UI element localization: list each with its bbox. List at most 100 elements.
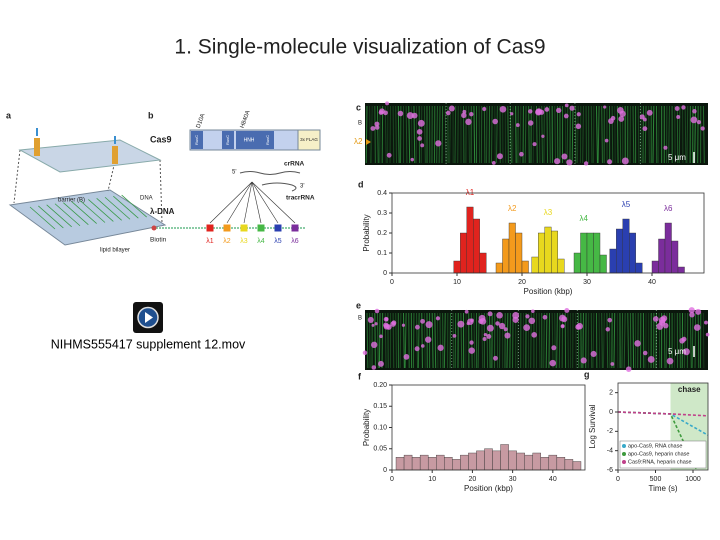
- histogram-bar: [515, 232, 523, 274]
- protein-spot: [652, 316, 659, 322]
- histogram-bar: [436, 454, 445, 471]
- histogram-bar: [403, 454, 413, 471]
- x-tick-label: 500: [650, 476, 662, 483]
- protein-spot: [625, 366, 632, 372]
- panel-label: c: [356, 102, 361, 112]
- rna-label: tracrRNA: [286, 195, 315, 202]
- histogram-bar: [557, 258, 565, 274]
- protein-spot: [666, 357, 674, 365]
- protein-spot: [417, 136, 422, 141]
- protein-spot: [663, 145, 668, 150]
- protein-spot: [527, 120, 534, 126]
- histogram-bar: [551, 230, 558, 274]
- peak-label: λ6: [664, 204, 673, 213]
- histogram-bar: [573, 252, 581, 274]
- dna-streak: [592, 312, 595, 369]
- histogram-bar: [452, 459, 461, 471]
- site-arrow: [251, 181, 279, 224]
- y-axis-label: Probability: [362, 409, 371, 446]
- domain-label: HNH: [244, 137, 255, 143]
- dna-streak: [627, 312, 630, 369]
- protein-spot: [457, 320, 465, 328]
- site-label: λ4: [257, 238, 265, 245]
- protein-spot: [531, 309, 535, 313]
- dna-streak: [495, 105, 498, 164]
- histogram-bar: [484, 448, 493, 471]
- dna-streak: [366, 312, 369, 369]
- dna-streak: [623, 312, 626, 369]
- protein-spot: [656, 322, 664, 330]
- barrier-label: B: [358, 316, 362, 322]
- y-tick-label: 0: [609, 409, 613, 416]
- site-marker: λ2: [354, 137, 363, 146]
- dna-streak: [657, 105, 660, 164]
- dna-streak: [558, 312, 561, 369]
- protein-spot: [371, 365, 377, 370]
- protein-spot: [386, 152, 392, 158]
- dna-streak: [637, 105, 640, 164]
- protein-spot: [483, 332, 488, 337]
- sites: λ1 λ2 λ3 λ4 λ5 λ6: [206, 181, 299, 245]
- protein-spot: [469, 112, 474, 117]
- site: [274, 224, 282, 232]
- dna-streak: [567, 312, 569, 369]
- protein-spot: [569, 105, 575, 111]
- histogram-bar: [411, 457, 421, 471]
- label: barrier (B): [58, 198, 85, 204]
- dna-streak: [694, 105, 697, 164]
- marker-arrow: [366, 139, 371, 145]
- protein-spot: [492, 118, 498, 125]
- protein-spot: [487, 311, 493, 317]
- movie-file[interactable]: NIHMS555417 supplement 12.mov: [51, 337, 246, 351]
- panel-label: a: [6, 110, 12, 120]
- protein-spot: [690, 116, 698, 124]
- histogram-bar: [466, 206, 474, 274]
- histogram-bar: [556, 457, 566, 471]
- dna-curtain: [71, 201, 97, 224]
- histogram-bar: [524, 454, 533, 471]
- protein-spot: [479, 318, 487, 325]
- dna-streak: [582, 105, 584, 164]
- protein-spot: [374, 322, 378, 326]
- dna-curtain: [88, 199, 114, 222]
- histogram-bar: [532, 452, 541, 471]
- domain-label: 3x FLAG: [300, 137, 318, 142]
- protein-spot: [544, 107, 550, 112]
- protein-spot: [519, 151, 524, 157]
- histogram-bar: [460, 232, 467, 274]
- protein-spot: [491, 161, 496, 165]
- protein-spot: [700, 126, 705, 131]
- domain: [191, 131, 203, 149]
- protein-spot: [420, 344, 425, 348]
- protein-spot: [510, 112, 514, 116]
- protein-spot: [370, 341, 378, 349]
- dna-streak: [416, 312, 419, 369]
- dna-streak: [376, 312, 379, 369]
- protein-spot: [496, 153, 503, 160]
- protein-spot: [462, 109, 467, 114]
- dna-streak: [549, 105, 551, 164]
- plot-frame: [617, 382, 709, 471]
- dna-streak: [468, 105, 470, 164]
- dna-streak: [449, 105, 451, 164]
- dna-streak: [473, 312, 476, 369]
- dna-streak: [577, 312, 580, 369]
- scale-bar-label: 5 μm: [668, 347, 686, 356]
- dna-streak: [489, 312, 491, 369]
- histogram-bar: [548, 454, 558, 471]
- histogram-bar: [479, 252, 487, 274]
- dna-streak: [556, 105, 559, 164]
- protein-spot: [576, 112, 581, 117]
- dna-curtain: [63, 202, 89, 225]
- histogram-bar: [395, 457, 405, 471]
- dna-streak: [392, 105, 395, 164]
- protein-spot: [541, 134, 545, 138]
- dna-streak: [443, 312, 446, 369]
- dna-streak: [524, 105, 527, 164]
- protein-spot: [403, 354, 410, 360]
- x-tick-label: 1000: [685, 476, 701, 483]
- dna-curtain: [121, 194, 147, 218]
- protein-spot: [580, 357, 587, 364]
- protein-spot: [610, 362, 615, 366]
- dna-streak: [515, 105, 517, 164]
